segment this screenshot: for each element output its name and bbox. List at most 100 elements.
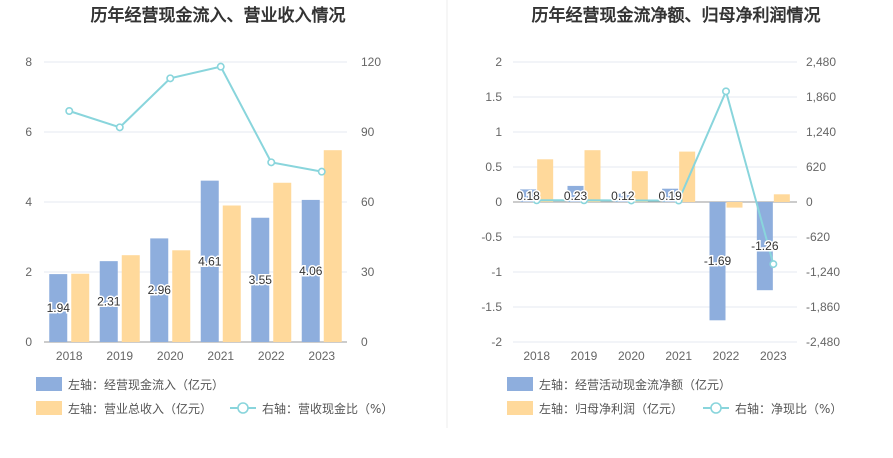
chart-2-bar-series-1 [567, 185, 584, 202]
chart-1-left-tick-label: 2 [25, 265, 32, 279]
chart-1-line-point [267, 158, 276, 167]
chart-2-line-point [769, 260, 778, 269]
chart-1-x-tick-label: 2018 [56, 349, 83, 363]
chart-2-bar-series-2 [537, 159, 554, 202]
chart-1-line-point [317, 167, 326, 176]
chart-1-line-point [166, 74, 175, 83]
chart-2-data-label: -1.69 [704, 254, 732, 268]
chart-2-right-tick-label: 1,240 [806, 125, 836, 139]
chart-2-legend-swatch-3-dot [710, 402, 722, 414]
chart-1-legend-swatch-3-dot [237, 402, 249, 414]
chart-2-bar-series-1 [520, 189, 537, 202]
chart-1-legend-label-1: 左轴：经营现金流入（亿元） [68, 377, 224, 392]
chart-2-left-tick-label: -1.5 [481, 300, 502, 314]
chart-2-left-tick-label: -1 [491, 265, 502, 279]
chart-2-legend-label-1: 左轴：经营活动现金流净额（亿元） [539, 377, 731, 392]
chart-1-bar-series-1 [200, 180, 219, 342]
chart-2-legend-label-2: 左轴：归母净利润（亿元） [539, 401, 683, 416]
chart-1-right-tick-label: 0 [361, 335, 368, 349]
chart-1-title: 历年经营现金流入、营业收入情况 [91, 5, 346, 26]
chart-2-data-label: 0.18 [516, 189, 540, 203]
chart-1-bar-series-1 [99, 261, 118, 342]
chart-2-legend-swatch-2 [507, 401, 533, 415]
chart-2-left-tick-label: 2 [495, 55, 502, 69]
chart-1-legend-swatch-2 [36, 401, 62, 415]
chart-2-x-tick-label: 2023 [760, 349, 787, 363]
chart-2-bar-series-1 [614, 193, 631, 202]
chart-1-data-label: 3.55 [249, 273, 273, 287]
chart-1-bar-series-2 [71, 273, 90, 342]
chart-2-line-point [721, 87, 730, 96]
chart-1-legend-label-2: 左轴：营业总收入（亿元） [68, 401, 212, 416]
chart-1-data-label: 4.61 [198, 254, 222, 268]
chart-2-right-tick-label: -2,480 [806, 335, 840, 349]
chart-1-x-tick-label: 2019 [106, 349, 133, 363]
chart-1-right-tick-label: 90 [361, 125, 375, 139]
chart-2-line-point [532, 196, 541, 205]
chart-2-data-label: 0.23 [564, 189, 588, 203]
chart-2-left-tick-label: 0 [495, 195, 502, 209]
chart-2-bar-series-1 [756, 202, 773, 291]
chart-1-right-tick-label: 60 [361, 195, 375, 209]
chart-2-x-tick-label: 2021 [665, 349, 692, 363]
chart-1-right-tick-label: 120 [361, 55, 381, 69]
chart-1-x-tick-label: 2023 [308, 349, 335, 363]
chart-2-bar-series-1 [662, 188, 679, 202]
chart-2-data-label: 0.12 [611, 189, 635, 203]
chart-1-x-tick-label: 2022 [258, 349, 285, 363]
chart-1-bar-series-1 [251, 217, 270, 342]
chart-2-left-tick-label: 1.5 [485, 90, 502, 104]
chart-2-bar-series-2 [584, 150, 601, 202]
chart-2-bar-series-2 [726, 202, 743, 208]
chart-2-legend-swatch-1 [507, 377, 533, 391]
chart-1-bar-series-1 [49, 274, 68, 342]
chart-1-bar-series-2 [172, 250, 191, 342]
chart-1-legend-swatch-1 [36, 377, 62, 391]
chart-1-line-point [216, 62, 225, 71]
chart-1-bar-series-2 [273, 182, 292, 342]
chart-2-x-tick-label: 2020 [618, 349, 645, 363]
chart-2-right-tick-label: 1,860 [806, 90, 836, 104]
chart-2-plot: 2 1.5 1 0.5 0 -0.5 -1 -1.5 -2 2,480 1,860 1,240 620 0… [481, 55, 842, 416]
chart-2-left-tick-label: 1 [495, 125, 502, 139]
chart-2-right-tick-label: 2,480 [806, 55, 836, 69]
chart-1-bar-series-2 [121, 255, 140, 342]
chart-1-left-tick-label: 8 [25, 55, 32, 69]
chart-1-bar-series-2 [323, 150, 342, 342]
chart-1-data-label: 4.06 [299, 264, 323, 278]
chart-1-x-tick-label: 2020 [157, 349, 184, 363]
chart-2-left-tick-label: -0.5 [481, 230, 502, 244]
chart-2-line-series [536, 88, 775, 265]
chart-2-bar-series-2 [631, 171, 648, 202]
chart-2-x-tick-label: 2018 [523, 349, 550, 363]
chart-1-left-tick-label: 0 [25, 335, 32, 349]
chart-2-data-label: -1.26 [751, 239, 779, 253]
chart-1-legend-label-3: 右轴：营收现金比（%） [262, 401, 393, 416]
chart-1-plot: 0 2 4 6 8 0 30 60 90 120 2018 2019 2020 2021 2022 2023 1… [25, 55, 393, 416]
chart-2-bar-series-1 [709, 202, 726, 321]
chart-2-line-point [627, 196, 636, 205]
chart-1-bar-series-1 [150, 238, 169, 342]
chart-1-right-tick-label: 30 [361, 265, 375, 279]
chart-2-x-tick-label: 2019 [571, 349, 598, 363]
chart-1-bar-series-1 [301, 199, 320, 342]
chart-2-right-tick-label: 0 [806, 195, 813, 209]
chart-2-bar-series-2 [773, 194, 790, 202]
chart-2-title: 历年经营现金流净额、归母净利润情况 [532, 5, 821, 26]
chart-2-x-tick-label: 2022 [713, 349, 740, 363]
chart-1-line-series [68, 65, 322, 173]
chart-2-right-tick-label: -620 [806, 230, 830, 244]
chart-2-right-tick-label: -1,240 [806, 265, 840, 279]
chart-1-line-point [65, 107, 74, 116]
chart-2-right-tick-label: -1,860 [806, 300, 840, 314]
chart-2-left-tick-label: 0.5 [485, 160, 502, 174]
chart-2-left-tick-label: -2 [491, 335, 502, 349]
chart-1-bar-series-2 [222, 205, 241, 342]
chart-1-left-tick-label: 4 [25, 195, 32, 209]
chart-1-data-label: 2.96 [148, 283, 172, 297]
chart-2-legend-label-3: 右轴：净现比（%） [735, 401, 842, 416]
chart-1-data-label: 2.31 [97, 295, 121, 309]
chart-2-line-point [674, 196, 683, 205]
